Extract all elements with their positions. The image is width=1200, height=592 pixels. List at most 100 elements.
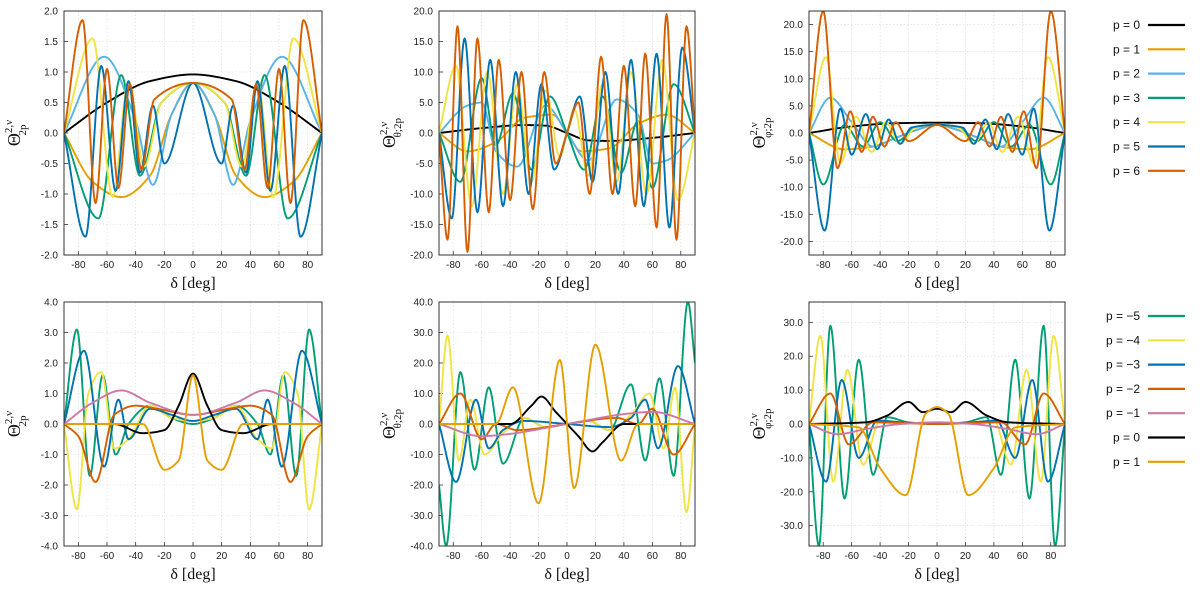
chart-panel-1: -80 -60 -40 -20 0 20 40 60 80 -2.0 -1.5 -1.0 -0.5 0.0… bbox=[3, 7, 323, 292]
chart-panel-6: -80 -60 -40 -20 0 20 40 60 80 -30.0 -20.0 -10.0 0.0 1… bbox=[748, 301, 1066, 583]
x-tick-label: 20 bbox=[590, 551, 602, 562]
x-tick-label: -40 bbox=[128, 260, 143, 271]
legend-label: p = 0 bbox=[1113, 18, 1140, 32]
y-tick-label: 0.0 bbox=[44, 420, 58, 431]
y-tick-label: 40.0 bbox=[414, 298, 434, 309]
series-line bbox=[64, 349, 322, 468]
x-tick-label: 0 bbox=[934, 260, 940, 271]
y-tick-label: 10.0 bbox=[414, 68, 434, 79]
series-line bbox=[439, 13, 695, 253]
x-tick-label: -20 bbox=[901, 551, 916, 562]
x-tick-label: -40 bbox=[873, 551, 888, 562]
y-tick-label: -15.0 bbox=[410, 220, 433, 231]
y-tick-label: 1.0 bbox=[44, 68, 58, 79]
legend-label: p = −4 bbox=[1106, 333, 1140, 347]
x-tick-label: -80 bbox=[816, 551, 831, 562]
x-tick-label: 60 bbox=[273, 260, 285, 271]
series-line bbox=[809, 121, 1065, 186]
series-line bbox=[439, 343, 695, 505]
y-tick-label: -1.0 bbox=[41, 190, 59, 201]
y-tick-label: 0.0 bbox=[44, 129, 58, 140]
y-tick-label: -20.0 bbox=[410, 251, 433, 262]
x-tick-label: 0 bbox=[190, 551, 196, 562]
y-tick-label: -1.0 bbox=[41, 450, 59, 461]
series-group bbox=[439, 302, 695, 546]
y-tick-label: 10.0 bbox=[414, 389, 434, 400]
panels-layer: -80 -60 -40 -20 0 20 40 60 80 -2.0 -1.5 -1.0 -0.5 0.0… bbox=[3, 7, 1066, 583]
x-tick-label: 80 bbox=[302, 260, 314, 271]
x-axis-label: δ [deg] bbox=[170, 566, 215, 583]
y-tick-label: 10.0 bbox=[784, 74, 804, 85]
x-tick-label: 0 bbox=[564, 551, 570, 562]
x-tick-label: 40 bbox=[988, 260, 1000, 271]
legend-label: p = 2 bbox=[1113, 67, 1140, 81]
x-tick-label: 80 bbox=[1045, 260, 1057, 271]
y-tick-label: 20.0 bbox=[414, 359, 434, 370]
legend-label: p = 5 bbox=[1113, 140, 1140, 154]
y-axis-label: Θ2,ν θ;2p bbox=[378, 409, 404, 439]
x-tick-label: -40 bbox=[503, 260, 518, 271]
y-tick-label: 1.5 bbox=[44, 37, 58, 48]
series-line bbox=[809, 378, 1065, 483]
series-line bbox=[809, 401, 1065, 425]
x-tick-label: -80 bbox=[446, 260, 461, 271]
x-tick-label: 60 bbox=[1017, 551, 1029, 562]
x-tick-label: 80 bbox=[302, 551, 314, 562]
x-tick-label: 60 bbox=[647, 551, 659, 562]
series-line bbox=[809, 421, 1065, 436]
y-tick-label: 5.0 bbox=[789, 101, 803, 112]
x-tick-label: -60 bbox=[844, 260, 859, 271]
legend-label: p = −1 bbox=[1106, 406, 1140, 420]
series-group bbox=[809, 324, 1065, 546]
y-tick-label: -10.0 bbox=[780, 183, 803, 194]
x-tick-label: -20 bbox=[531, 551, 546, 562]
plot-frame bbox=[808, 10, 1066, 256]
x-tick-label: 60 bbox=[273, 551, 285, 562]
y-tick-label: 20.0 bbox=[784, 20, 804, 31]
x-axis-label: δ [deg] bbox=[544, 566, 589, 583]
x-tick-label: -80 bbox=[71, 551, 86, 562]
y-tick-label: -20.0 bbox=[780, 487, 803, 498]
x-axis-label: δ [deg] bbox=[544, 275, 589, 292]
chart-panel-2: -80 -60 -40 -20 0 20 40 60 80 -20.0 -15.0 -10.0 -5.0… bbox=[378, 7, 696, 292]
y-tick-label: 0.0 bbox=[419, 129, 433, 140]
x-tick-label: -20 bbox=[531, 260, 546, 271]
chart-panel-5: -80 -60 -40 -20 0 20 40 60 80 -40.0 -30.0 -20.0 -10.… bbox=[378, 298, 696, 583]
x-tick-label: 40 bbox=[245, 260, 257, 271]
y-tick-label: 5.0 bbox=[419, 98, 433, 109]
y-tick-label: -0.5 bbox=[41, 159, 59, 170]
x-tick-label: -40 bbox=[503, 551, 518, 562]
chart-panel-4: -80 -60 -40 -20 0 20 40 60 80 -4.0 -3.0 -2.0 -1.0 0.0… bbox=[3, 298, 323, 583]
y-tick-label: -5.0 bbox=[786, 156, 804, 167]
x-axis-label: δ [deg] bbox=[914, 275, 959, 292]
series-line bbox=[64, 328, 322, 477]
y-tick-label: 20.0 bbox=[414, 7, 434, 18]
x-tick-label: -40 bbox=[128, 551, 143, 562]
series-line bbox=[809, 392, 1065, 446]
legend-label: p = −3 bbox=[1106, 358, 1140, 372]
plot-frame bbox=[438, 301, 696, 547]
y-tick-label: -2.0 bbox=[41, 251, 59, 262]
y-tick-label: 20.0 bbox=[784, 352, 804, 363]
x-tick-label: 20 bbox=[960, 551, 972, 562]
x-tick-label: 0 bbox=[934, 551, 940, 562]
x-tick-label: -60 bbox=[100, 551, 115, 562]
y-tick-label: 30.0 bbox=[414, 328, 434, 339]
x-tick-label: 20 bbox=[590, 260, 602, 271]
x-tick-label: 0 bbox=[564, 260, 570, 271]
y-axis-label: Θ2,ν θ;2p bbox=[378, 118, 404, 148]
y-axis-label: Θ2,ν φ;2p bbox=[748, 408, 774, 440]
y-tick-label: -4.0 bbox=[41, 542, 59, 553]
x-tick-label: 80 bbox=[675, 260, 687, 271]
legend-label: p = 6 bbox=[1113, 164, 1140, 178]
y-tick-label: 0.5 bbox=[44, 98, 58, 109]
plot-frame bbox=[438, 10, 696, 256]
y-tick-label: -10.0 bbox=[410, 450, 433, 461]
series-line bbox=[809, 11, 1065, 170]
x-tick-label: -40 bbox=[873, 260, 888, 271]
y-tick-label: 10.0 bbox=[784, 386, 804, 397]
y-tick-label: -10.0 bbox=[410, 190, 433, 201]
series-line bbox=[64, 389, 322, 425]
legend-top: p = 0 p = 1 p = 2 p = 3 p = 4 p = 5 p = 6 bbox=[1113, 18, 1185, 178]
y-tick-label: -40.0 bbox=[410, 542, 433, 553]
